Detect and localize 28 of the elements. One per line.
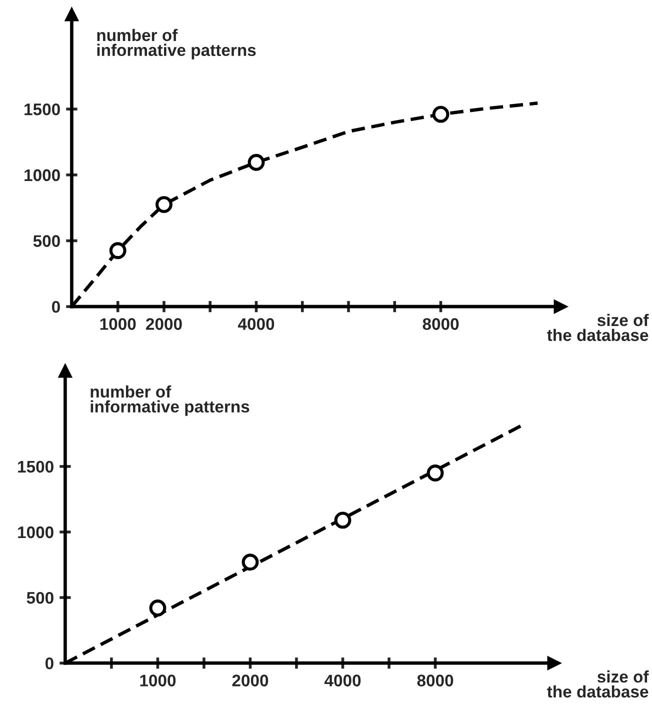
x-tick-label: 8000	[417, 674, 454, 686]
x-axis-title: size of the database	[547, 670, 649, 698]
point	[149, 600, 166, 617]
point	[248, 154, 265, 171]
x-tick-label: 4000	[324, 674, 361, 686]
y-tick-label: 500	[33, 235, 60, 247]
point	[426, 464, 444, 482]
y-tick-label: 1000	[24, 169, 60, 182]
y-tick-label: 500	[26, 592, 54, 604]
y-tick-label: 1000	[18, 526, 54, 538]
y-tick-label: 0	[52, 300, 60, 313]
y-axis-title: number of informative patterns	[90, 385, 250, 416]
y-tick-label: 0	[45, 657, 54, 670]
y-tick-label: 1500	[24, 103, 60, 116]
x-tick-label: 4000	[238, 318, 274, 330]
x-tick-label: 2000	[232, 674, 268, 686]
point	[432, 106, 450, 123]
x-tick-label: 2000	[146, 318, 182, 330]
point	[156, 196, 172, 214]
x-axis-title: size of the database	[547, 314, 649, 342]
y-axis-title: number of informative patterns	[97, 28, 256, 60]
x-tick-label: 1000	[140, 674, 176, 686]
x-tick-label: 1000	[100, 318, 136, 330]
point	[334, 512, 352, 529]
point	[242, 554, 259, 571]
point	[109, 242, 126, 260]
x-tick-label: 8000	[422, 318, 459, 330]
y-tick-label: 1500	[18, 460, 54, 473]
